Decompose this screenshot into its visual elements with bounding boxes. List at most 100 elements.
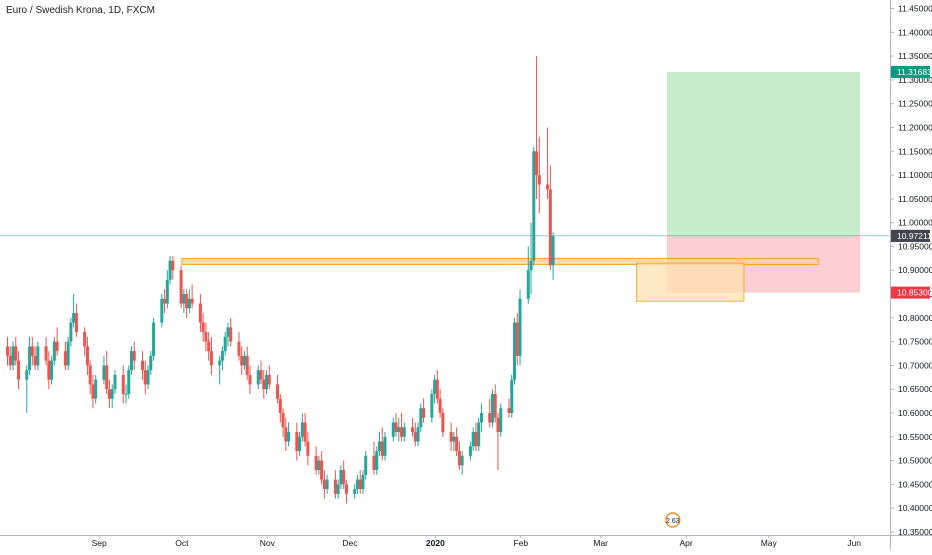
candles: [6, 56, 555, 504]
x-tick-label: Dec: [342, 538, 358, 548]
candle-body: [526, 270, 530, 299]
candle-body: [11, 346, 15, 366]
y-tick-label: 10.35000: [898, 527, 932, 537]
candle-body: [510, 379, 514, 413]
price-tag-bg: [891, 65, 930, 78]
x-tick-label: Nov: [260, 538, 276, 548]
candle-body: [441, 412, 445, 433]
candle-body: [342, 470, 346, 485]
candle-body: [44, 346, 48, 361]
candle-body: [240, 355, 244, 366]
candle-body: [488, 412, 492, 423]
candle-body: [490, 393, 494, 423]
candle-body: [529, 260, 533, 271]
candle-body: [33, 355, 37, 366]
candle-body: [377, 441, 381, 452]
candle-body: [242, 355, 246, 366]
candle-body: [113, 374, 117, 390]
candle-body: [226, 327, 230, 337]
candle-body: [298, 436, 302, 452]
candle-body: [160, 298, 164, 323]
candle-body: [380, 441, 384, 456]
candle-body: [141, 360, 145, 371]
candle-body: [259, 370, 263, 380]
candle-body: [237, 341, 241, 356]
candle-body: [14, 346, 18, 361]
candle-body: [52, 341, 56, 361]
candle-body: [518, 298, 522, 356]
candle-body: [220, 351, 224, 361]
candle-body: [411, 427, 415, 433]
candle-body: [182, 294, 186, 304]
candle-body: [496, 417, 500, 433]
candle-body: [278, 398, 282, 413]
candle-body: [105, 365, 109, 390]
candle-body: [507, 408, 511, 413]
x-tick-label: Apr: [679, 538, 692, 548]
candle-body: [535, 151, 539, 176]
candle-body: [165, 279, 169, 304]
candle-body: [94, 379, 98, 399]
candle-body: [146, 370, 150, 385]
candle-body: [333, 479, 337, 494]
candle-body: [413, 432, 417, 442]
candle-body: [438, 398, 442, 413]
candle-body: [532, 151, 536, 261]
candle-body: [17, 360, 21, 380]
y-tick-label: 10.70000: [898, 360, 932, 370]
candle-body: [474, 432, 478, 447]
candle-body: [322, 479, 326, 490]
candle-body: [402, 427, 406, 437]
candle-body: [546, 184, 550, 190]
x-tick-label: 2020: [426, 538, 445, 548]
candle-body: [124, 393, 128, 395]
candle-body: [276, 384, 280, 399]
candle-body: [102, 365, 106, 380]
candle-body: [74, 313, 78, 333]
price-tag-label: 11.31683: [897, 67, 932, 77]
candle-body: [209, 351, 213, 366]
y-tick-label: 11.25000: [898, 99, 932, 109]
candle-body: [515, 322, 519, 356]
candle-body: [355, 479, 359, 490]
candle-body: [548, 189, 552, 266]
y-tick-label: 10.75000: [898, 337, 932, 347]
chart-title: Euro / Swedish Krona, 1D, FXCM: [6, 5, 155, 16]
candle-body: [435, 379, 439, 399]
y-tick-label: 10.40000: [898, 503, 932, 513]
y-tick-label: 11.05000: [898, 194, 932, 204]
candle-body: [152, 322, 156, 356]
price-tag-bg: [891, 286, 930, 299]
candle-body: [127, 370, 131, 394]
candle-body: [50, 360, 54, 380]
candle-body: [430, 393, 434, 418]
zone-0: [181, 257, 819, 265]
candle-body: [168, 260, 172, 280]
candle-body: [179, 270, 183, 304]
candle-body: [471, 432, 475, 447]
candle-body: [30, 346, 34, 356]
price-tag-label: 10.97211: [897, 231, 932, 241]
x-tick-label: Jun: [847, 538, 861, 548]
candle-body: [364, 455, 368, 475]
y-tick-label: 10.55000: [898, 432, 932, 442]
candle-body: [303, 422, 307, 442]
candle-body: [375, 451, 379, 471]
candle-body: [317, 460, 321, 471]
candle-body: [295, 432, 299, 452]
y-tick-label: 10.50000: [898, 456, 932, 466]
candle-body: [218, 360, 222, 366]
candle-body: [320, 460, 324, 480]
candle-body: [300, 422, 304, 437]
profit-zone: [666, 71, 860, 236]
candle-body: [433, 379, 437, 394]
candle-body: [358, 479, 362, 490]
y-tick-label: 11.00000: [898, 218, 932, 228]
candle-body: [361, 474, 365, 490]
candle-body: [185, 294, 189, 309]
x-tick-label: May: [761, 538, 778, 548]
badge-icon: [665, 512, 681, 528]
candle-body: [28, 346, 32, 371]
y-tick-label: 10.45000: [898, 479, 932, 489]
